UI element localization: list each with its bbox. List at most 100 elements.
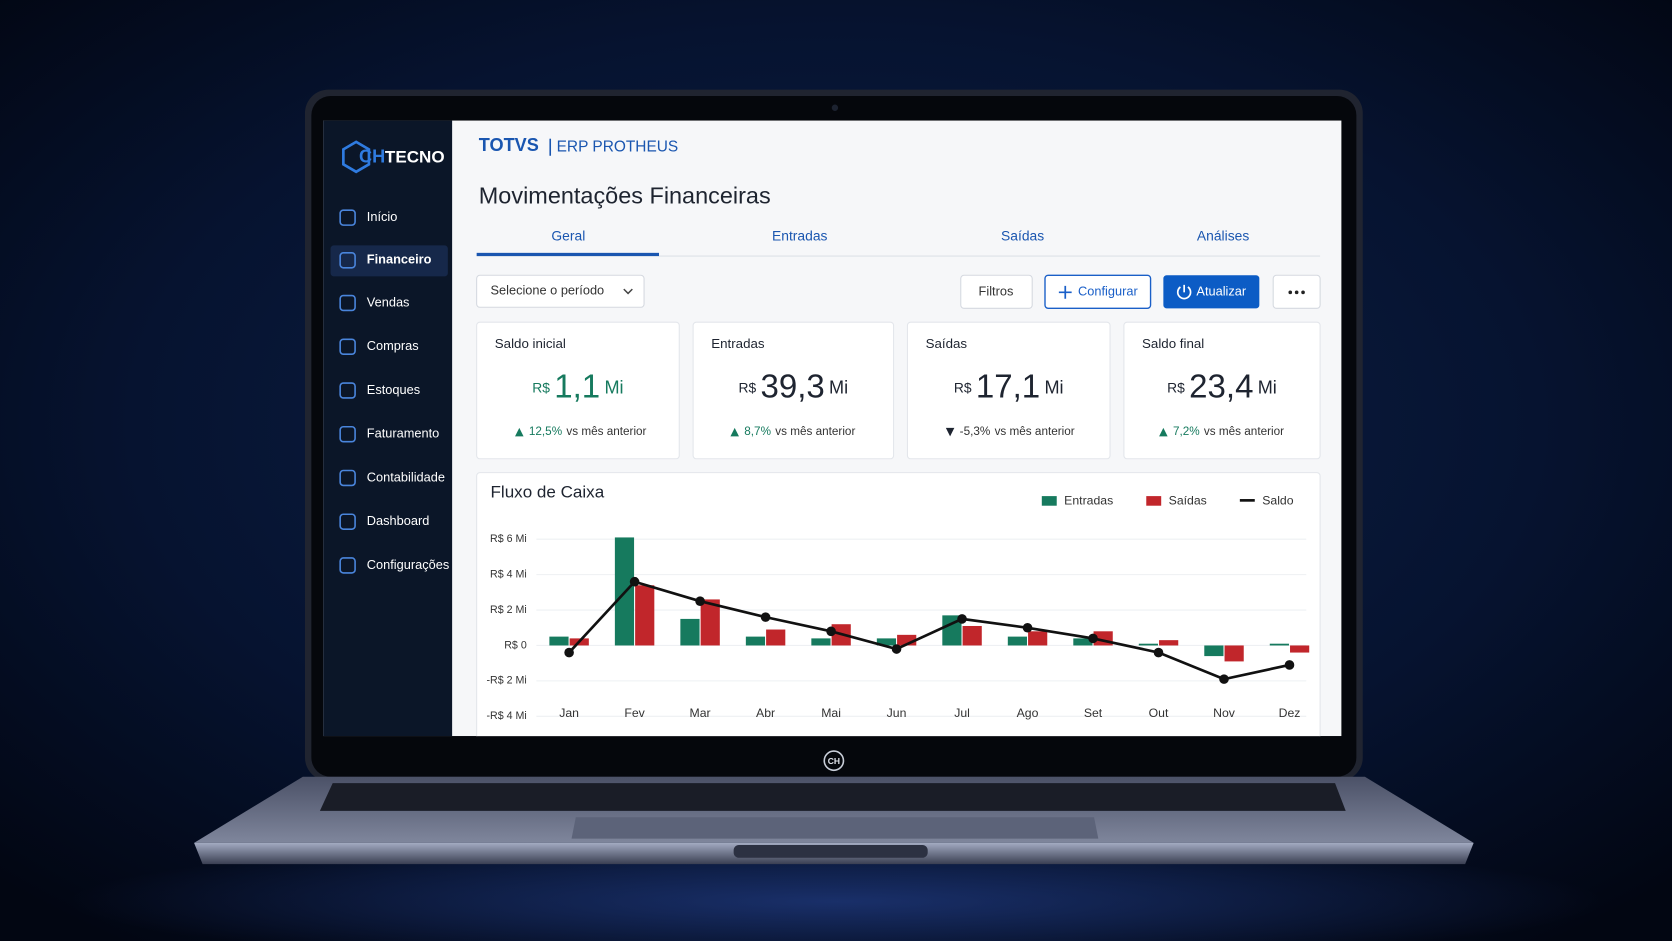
card-value: R$ 39,3 Mi	[739, 368, 849, 405]
line-point	[629, 576, 640, 587]
legend-swatch	[1041, 496, 1057, 506]
card-change: 8,7% vs mês anterior	[744, 425, 855, 438]
menu-item[interactable]: Financeiro	[367, 252, 432, 267]
x-tick-label: Fev	[624, 706, 645, 720]
card-label: Saldo final	[1142, 336, 1204, 351]
line-point	[1284, 660, 1295, 670]
card-change: -5,3% vs mês anterior	[960, 425, 1075, 438]
bar	[1224, 645, 1244, 662]
card-change: 12,5% vs mês anterior	[529, 425, 647, 438]
logo-hexagon	[342, 140, 371, 174]
webcam	[831, 104, 839, 111]
bar	[1138, 643, 1158, 646]
tab[interactable]: Geral	[551, 228, 585, 244]
y-tick-label: R$ 0	[504, 639, 527, 651]
x-tick-label: Abr	[756, 706, 775, 720]
menu-icon	[339, 382, 356, 399]
y-tick-label: -R$ 2 Mi	[487, 675, 527, 687]
card-value: R$ 17,1 Mi	[954, 368, 1064, 405]
bar	[1028, 631, 1048, 646]
product: ERP PROTHEUS	[557, 138, 679, 155]
configure-label: Configurar	[1078, 284, 1138, 299]
card-label: Saídas	[926, 336, 968, 351]
card-change: 7,2% vs mês anterior	[1173, 425, 1284, 438]
line-point	[760, 612, 771, 622]
change-value: 8,7%	[744, 425, 771, 438]
trackpad	[571, 817, 1099, 839]
menu-item[interactable]: Compras	[367, 338, 419, 353]
line-point	[695, 596, 705, 606]
card-value-value: 17,1	[976, 368, 1040, 405]
change-value: 7,2%	[1173, 425, 1200, 438]
y-tick-label: R$ 4 Mi	[490, 568, 527, 580]
card-value-currency: R$	[532, 379, 550, 395]
y-tick-label: R$ 2 Mi	[490, 604, 527, 616]
configure-button[interactable]	[1044, 274, 1152, 310]
change-compare: vs mês anterior	[566, 425, 646, 438]
bar	[745, 636, 766, 646]
keyboard	[319, 783, 1346, 811]
card-value: R$ 1,1 Mi	[532, 368, 623, 405]
menu-icon	[339, 469, 356, 487]
x-tick-label: Nov	[1213, 706, 1236, 720]
menu-item[interactable]: Faturamento	[367, 426, 439, 441]
menu-item[interactable]: Configurações	[367, 557, 449, 572]
active-tab-indicator	[476, 252, 659, 257]
dot	[1294, 290, 1299, 295]
brand: TOTVS	[479, 135, 539, 155]
legend-label[interactable]: Entradas	[1064, 494, 1113, 508]
bar	[1159, 640, 1179, 646]
trend-icon	[1159, 427, 1168, 437]
card-value-value: 39,3	[760, 368, 824, 405]
legend-swatch	[1146, 496, 1162, 506]
kpi-card	[476, 321, 680, 460]
hinge-notch	[733, 844, 928, 858]
card-value-value: 1,1	[554, 368, 600, 405]
tab[interactable]: Saídas	[1001, 228, 1044, 244]
tab[interactable]: Análises	[1197, 228, 1249, 244]
card-value-unit: Mi	[1044, 377, 1063, 397]
bar	[876, 638, 897, 646]
change-compare: vs mês anterior	[1204, 425, 1284, 438]
bar	[635, 585, 655, 646]
x-tick-label: Mar	[690, 706, 711, 720]
trend-icon	[730, 427, 739, 437]
menu-item[interactable]: Início	[367, 209, 398, 224]
line-point	[1022, 622, 1033, 633]
trend-icon	[515, 427, 524, 437]
menu-item[interactable]: Estoques	[367, 382, 420, 397]
menu-item[interactable]: Contabilidade	[367, 469, 445, 484]
x-tick-label: Out	[1149, 706, 1169, 720]
card-value: R$ 23,4 Mi	[1167, 368, 1277, 405]
dot	[1301, 290, 1305, 295]
period-select[interactable]	[476, 274, 645, 308]
line-point	[891, 644, 902, 654]
kpi-card	[692, 321, 895, 460]
x-tick-label: Set	[1084, 706, 1103, 720]
menu-item[interactable]: Vendas	[367, 294, 410, 309]
bar	[1269, 643, 1289, 646]
legend-label[interactable]: Saldo	[1262, 494, 1294, 508]
legend-label[interactable]: Saídas	[1169, 494, 1207, 508]
card-label: Entradas	[711, 336, 765, 351]
line	[568, 580, 1290, 681]
line-point	[826, 626, 836, 637]
menu-item[interactable]: Dashboard	[367, 513, 430, 528]
bar	[962, 625, 982, 646]
x-tick-label: Mai	[821, 706, 841, 720]
card-value-currency: R$	[954, 379, 972, 395]
page-title: Movimentações Financeiras	[479, 183, 771, 209]
tab[interactable]: Entradas	[772, 228, 828, 244]
bar	[1007, 636, 1028, 646]
kpi-card	[1123, 321, 1321, 460]
trend-icon	[945, 427, 955, 437]
filters-button[interactable]	[960, 274, 1033, 309]
bar	[942, 615, 962, 646]
card-value-unit: Mi	[829, 377, 848, 397]
refresh-button[interactable]	[1163, 275, 1260, 309]
line-point	[1153, 647, 1164, 658]
change-value: 12,5%	[529, 425, 562, 438]
power-icon	[1176, 286, 1192, 300]
